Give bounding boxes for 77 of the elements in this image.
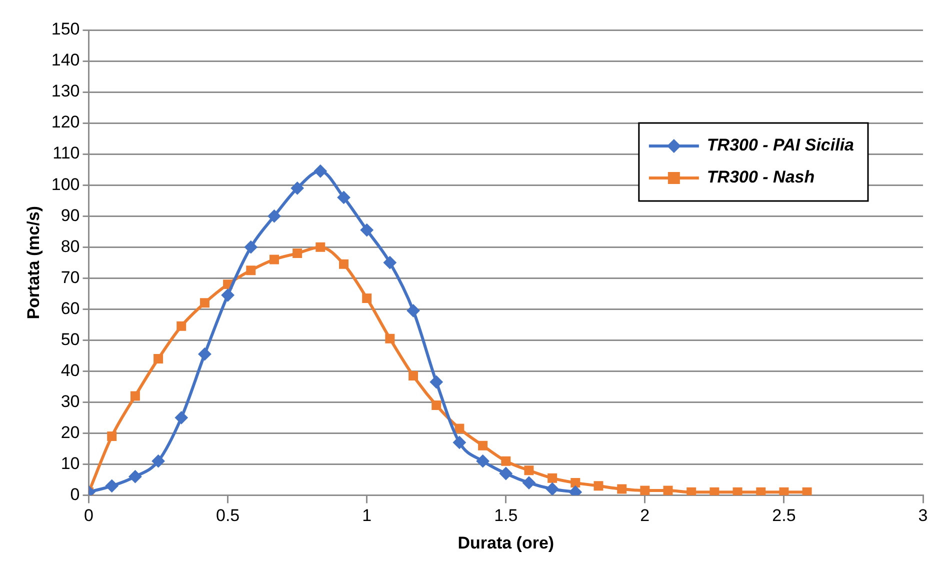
point (244, 240, 258, 254)
y-axis-title: Portata (mc/s) (24, 206, 43, 320)
point (548, 473, 558, 483)
point (594, 481, 604, 491)
point (802, 487, 812, 496)
point (640, 486, 650, 496)
legend-label: TR300 - Nash (706, 168, 815, 187)
x-tick-label: 2 (640, 506, 650, 526)
point (432, 400, 442, 410)
x-tick-label: 2.5 (772, 506, 796, 526)
point (686, 487, 696, 496)
point (292, 248, 302, 258)
point (779, 487, 789, 496)
point (314, 164, 327, 178)
y-tick-label: 50 (60, 330, 80, 349)
point (383, 256, 396, 270)
x-tick-label: 0 (84, 506, 94, 526)
y-tick-label: 60 (60, 298, 80, 318)
point (756, 487, 766, 496)
point (732, 487, 742, 496)
point (617, 484, 627, 494)
y-tick-label: 150 (51, 20, 80, 39)
point (316, 242, 326, 252)
y-tick-label: 80 (60, 236, 80, 256)
y-tick-label: 40 (60, 360, 80, 380)
point (174, 411, 188, 424)
point (339, 259, 349, 269)
point (268, 210, 281, 223)
point (454, 424, 464, 434)
y-tick-label: 70 (60, 268, 80, 287)
point (478, 440, 488, 450)
point (546, 482, 559, 496)
point (501, 456, 511, 466)
point (570, 478, 580, 488)
point (430, 376, 443, 388)
y-tick-label: 90 (60, 206, 80, 225)
y-tick-label: 110 (52, 144, 80, 163)
point (452, 436, 466, 449)
y-tick-label: 130 (51, 82, 80, 101)
point (221, 288, 234, 302)
point (360, 224, 374, 237)
y-tick-label: 120 (51, 112, 80, 132)
point (176, 321, 186, 331)
legend-label: TR300 - PAI Sicilia (706, 136, 854, 155)
point (198, 348, 212, 361)
point (663, 486, 673, 496)
x-tick-label: 1 (362, 506, 372, 526)
y-tick-label: 10 (60, 454, 80, 473)
x-tick-label: 1.5 (494, 506, 518, 526)
point (246, 266, 256, 276)
point (408, 371, 418, 381)
y-tick-label: 30 (60, 392, 80, 411)
x-tick-label: 3 (918, 506, 928, 526)
point (270, 254, 279, 264)
point (406, 304, 420, 318)
point (105, 479, 118, 492)
y-tick-label: 20 (60, 422, 80, 442)
point (710, 487, 720, 496)
point (499, 466, 512, 480)
point (522, 476, 536, 490)
point (337, 190, 350, 204)
point (476, 454, 490, 468)
x-tick-label: 0.5 (216, 506, 240, 526)
x-axis-title: Durata (ore) (458, 533, 554, 552)
point (200, 298, 210, 308)
point (290, 182, 304, 195)
point (107, 432, 117, 442)
point (152, 454, 165, 468)
point (362, 294, 372, 304)
point (130, 391, 140, 401)
point (128, 470, 142, 484)
point (524, 466, 534, 476)
y-tick-label: 140 (51, 50, 80, 70)
point (385, 334, 395, 344)
point (154, 354, 164, 364)
y-tick-label: 0 (70, 484, 80, 504)
y-tick-label: 100 (51, 174, 80, 194)
